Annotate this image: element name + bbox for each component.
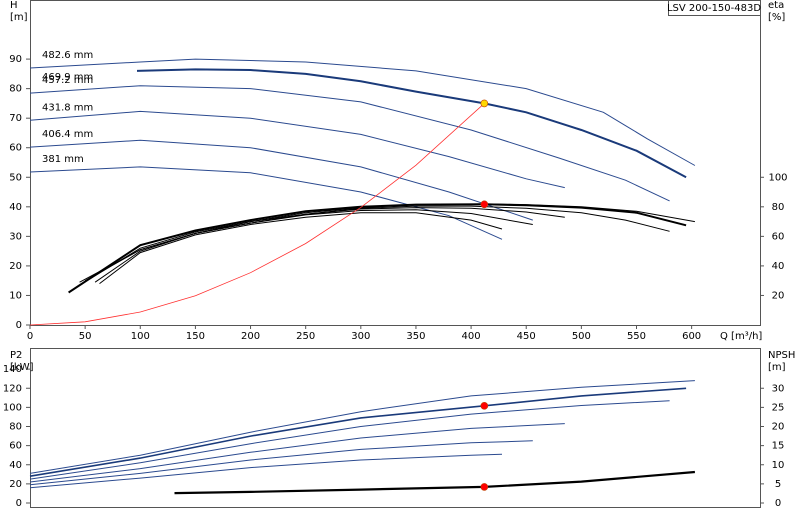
- curve: [29, 423, 565, 483]
- curve: [29, 58, 696, 166]
- plot-frame: [30, 0, 761, 326]
- x-tick-label: 500: [572, 331, 591, 342]
- curve-label: 381 mm: [42, 154, 84, 165]
- y-tick-label: 10: [9, 290, 22, 301]
- y2-tick-label: 40: [772, 261, 785, 272]
- y2-tick-label: 100: [768, 172, 787, 183]
- curve: [29, 110, 565, 189]
- y2-tick-label: 10: [772, 460, 785, 471]
- y2-axis-label: [%]: [768, 12, 785, 23]
- curve: [89, 207, 565, 280]
- curve: [94, 209, 533, 283]
- curve: [174, 470, 695, 495]
- y-tick-label: 40: [9, 202, 22, 213]
- y2-tick-label: 60: [772, 231, 785, 242]
- y2-axis-label: eta: [768, 0, 784, 11]
- y-tick-label: 0: [16, 320, 22, 331]
- curve: [29, 166, 503, 240]
- curve-label: 431.8 mm: [42, 102, 93, 113]
- y-tick-label: 20: [9, 479, 22, 490]
- x-tick-label: 450: [517, 331, 536, 342]
- title-box: [668, 0, 761, 16]
- curve-label: 469.9 mm: [42, 72, 93, 83]
- duty-point: [480, 99, 489, 108]
- y2-tick-label: 25: [772, 402, 785, 413]
- y-axis-label: [m]: [10, 12, 28, 23]
- y2-axis-label: [m]: [768, 362, 786, 373]
- y-axis-label: H: [10, 0, 18, 11]
- x-axis-label: Q [m³/h]: [720, 331, 762, 342]
- curve: [29, 85, 670, 202]
- y-tick-label: 20: [9, 261, 22, 272]
- curve: [29, 380, 695, 474]
- x-tick-label: 100: [131, 331, 150, 342]
- x-tick-label: 250: [296, 331, 315, 342]
- y2-tick-label: 30: [772, 383, 785, 394]
- curve: [29, 103, 485, 326]
- plot-frame: [30, 348, 761, 508]
- curve: [29, 453, 503, 489]
- duty-point: [480, 402, 489, 410]
- x-tick-label: 200: [241, 331, 260, 342]
- y-tick-label: 80: [9, 84, 22, 95]
- y-tick-label: 70: [9, 113, 22, 124]
- y-tick-label: 80: [9, 422, 22, 433]
- curve-label: 406.4 mm: [42, 129, 93, 140]
- x-tick-label: 600: [682, 331, 701, 342]
- curve: [29, 139, 533, 221]
- y2-tick-label: 20: [772, 422, 785, 433]
- y-tick-label: 100: [3, 402, 22, 413]
- y-tick-label: 120: [3, 383, 22, 394]
- curve: [99, 212, 503, 284]
- y-tick-label: 30: [9, 231, 22, 242]
- x-tick-label: 400: [462, 331, 481, 342]
- curve: [29, 387, 687, 477]
- y2-tick-label: 20: [772, 290, 785, 301]
- y2-tick-label: 80: [772, 202, 785, 213]
- curve: [68, 203, 687, 294]
- y-tick-label: 40: [9, 460, 22, 471]
- y2-tick-label: 5: [775, 479, 781, 490]
- x-tick-label: 550: [627, 331, 646, 342]
- y2-tick-label: 15: [772, 441, 785, 452]
- y-tick-label: 60: [9, 143, 22, 154]
- curve-label: 482.6 mm: [42, 50, 93, 61]
- x-tick-label: 150: [186, 331, 205, 342]
- duty-point: [480, 200, 489, 209]
- x-tick-label: 300: [351, 331, 370, 342]
- curve: [84, 203, 695, 282]
- chart-title: LSV 200-150-483D: [667, 3, 761, 14]
- y-axis-label: [kW]: [10, 362, 34, 373]
- curve: [29, 400, 670, 480]
- curve-label: 457.2 mm: [42, 75, 93, 86]
- x-tick-label: 50: [79, 331, 92, 342]
- y-tick-label: 90: [9, 54, 22, 65]
- y-tick-label: 60: [9, 441, 22, 452]
- x-tick-label: 0: [27, 331, 33, 342]
- y2-axis-label: NPSH: [768, 350, 795, 361]
- y-tick-label: 140: [3, 364, 22, 375]
- curve: [136, 68, 687, 179]
- x-tick-label: 350: [406, 331, 425, 342]
- curve: [29, 440, 533, 486]
- y-axis-label: P2: [10, 350, 22, 361]
- y-tick-label: 50: [9, 172, 22, 183]
- duty-point: [480, 483, 489, 491]
- y-tick-label: 0: [16, 498, 22, 509]
- y2-tick-label: 0: [775, 498, 781, 509]
